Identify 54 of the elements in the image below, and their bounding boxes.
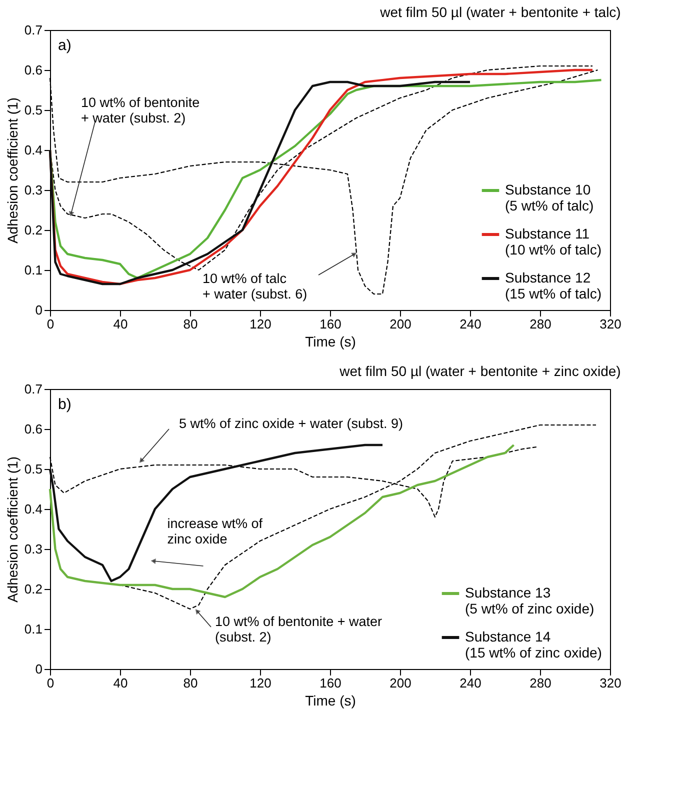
- y-tick-label: 0.6: [24, 422, 42, 436]
- x-tick-label: 320: [600, 676, 622, 690]
- x-tick-label: 200: [390, 676, 412, 690]
- y-tick-label: 0.3: [24, 542, 42, 556]
- y-tick-label: 0.7: [24, 382, 42, 396]
- chart-title: wet film 50 µl (water + bentonite + talc): [379, 4, 621, 20]
- chart-title: wet film 50 µl (water + bentonite + zinc oxide): [338, 363, 621, 379]
- x-tick-label: 0: [46, 316, 54, 332]
- legend-label: Substance 11 (10 wt% of talc): [505, 226, 602, 258]
- x-tick-label: 120: [250, 316, 272, 332]
- legend-label: Substance 14 (15 wt% of zinc oxide): [465, 628, 602, 660]
- y-tick-label: 0.1: [24, 622, 42, 636]
- y-tick-label: 0.4: [24, 502, 42, 516]
- x-tick-label: 280: [530, 676, 552, 690]
- annotation: 10 wt% of bentonite + water (subst. 2): [215, 614, 382, 644]
- x-axis-title: Time (s): [305, 692, 356, 708]
- annotation: 10 wt% of talc + water (subst. 6): [202, 271, 308, 302]
- x-tick-label: 320: [600, 316, 622, 332]
- legend-label: Substance 13 (5 wt% of zinc oxide): [465, 584, 594, 616]
- annotation: increase wt% of zinc oxide: [167, 516, 263, 546]
- line-series: [48, 80, 472, 286]
- x-tick-label: 240: [460, 676, 482, 690]
- line-series: [48, 444, 384, 582]
- y-tick-label: 0.5: [24, 462, 42, 476]
- y-tick-label: 0.2: [24, 222, 42, 238]
- y-tick-label: 0.3: [24, 182, 42, 198]
- y-tick-label: 0: [35, 662, 42, 676]
- x-tick-label: 240: [460, 316, 482, 332]
- x-axis-title: Time (s): [305, 334, 356, 350]
- x-tick-label: 160: [320, 676, 342, 690]
- y-tick-label: 0.4: [24, 142, 42, 158]
- annotation: a): [58, 37, 72, 54]
- annotation: b): [58, 396, 72, 413]
- y-tick-label: 0.2: [24, 582, 42, 596]
- y-tick-label: 0.1: [24, 262, 42, 278]
- annotation: 5 wt% of zinc oxide + water (subst. 9): [179, 416, 403, 431]
- x-tick-label: 160: [320, 316, 342, 332]
- x-tick-label: 0: [46, 676, 54, 690]
- x-tick-label: 80: [183, 676, 198, 690]
- y-tick-label: 0.6: [24, 62, 42, 78]
- y-tick-label: 0.7: [24, 22, 42, 38]
- y-axis-title: Adhesion coefficient (1): [4, 456, 20, 603]
- x-tick-label: 280: [530, 316, 552, 332]
- x-tick-label: 80: [183, 316, 198, 332]
- x-tick-label: 40: [113, 676, 128, 690]
- annotation: 10 wt% of bentonite + water (subst. 2): [81, 95, 200, 126]
- x-tick-label: 120: [250, 676, 272, 690]
- legend-label: Substance 10 (5 wt% of talc): [505, 182, 594, 214]
- legend-label: Substance 12 (15 wt% of talc): [505, 270, 602, 302]
- y-tick-label: 0: [35, 302, 42, 318]
- y-tick-label: 0.5: [24, 102, 42, 118]
- x-tick-label: 40: [113, 316, 128, 332]
- x-tick-label: 200: [390, 316, 412, 332]
- y-axis-title: Adhesion coefficient (1): [4, 97, 20, 244]
